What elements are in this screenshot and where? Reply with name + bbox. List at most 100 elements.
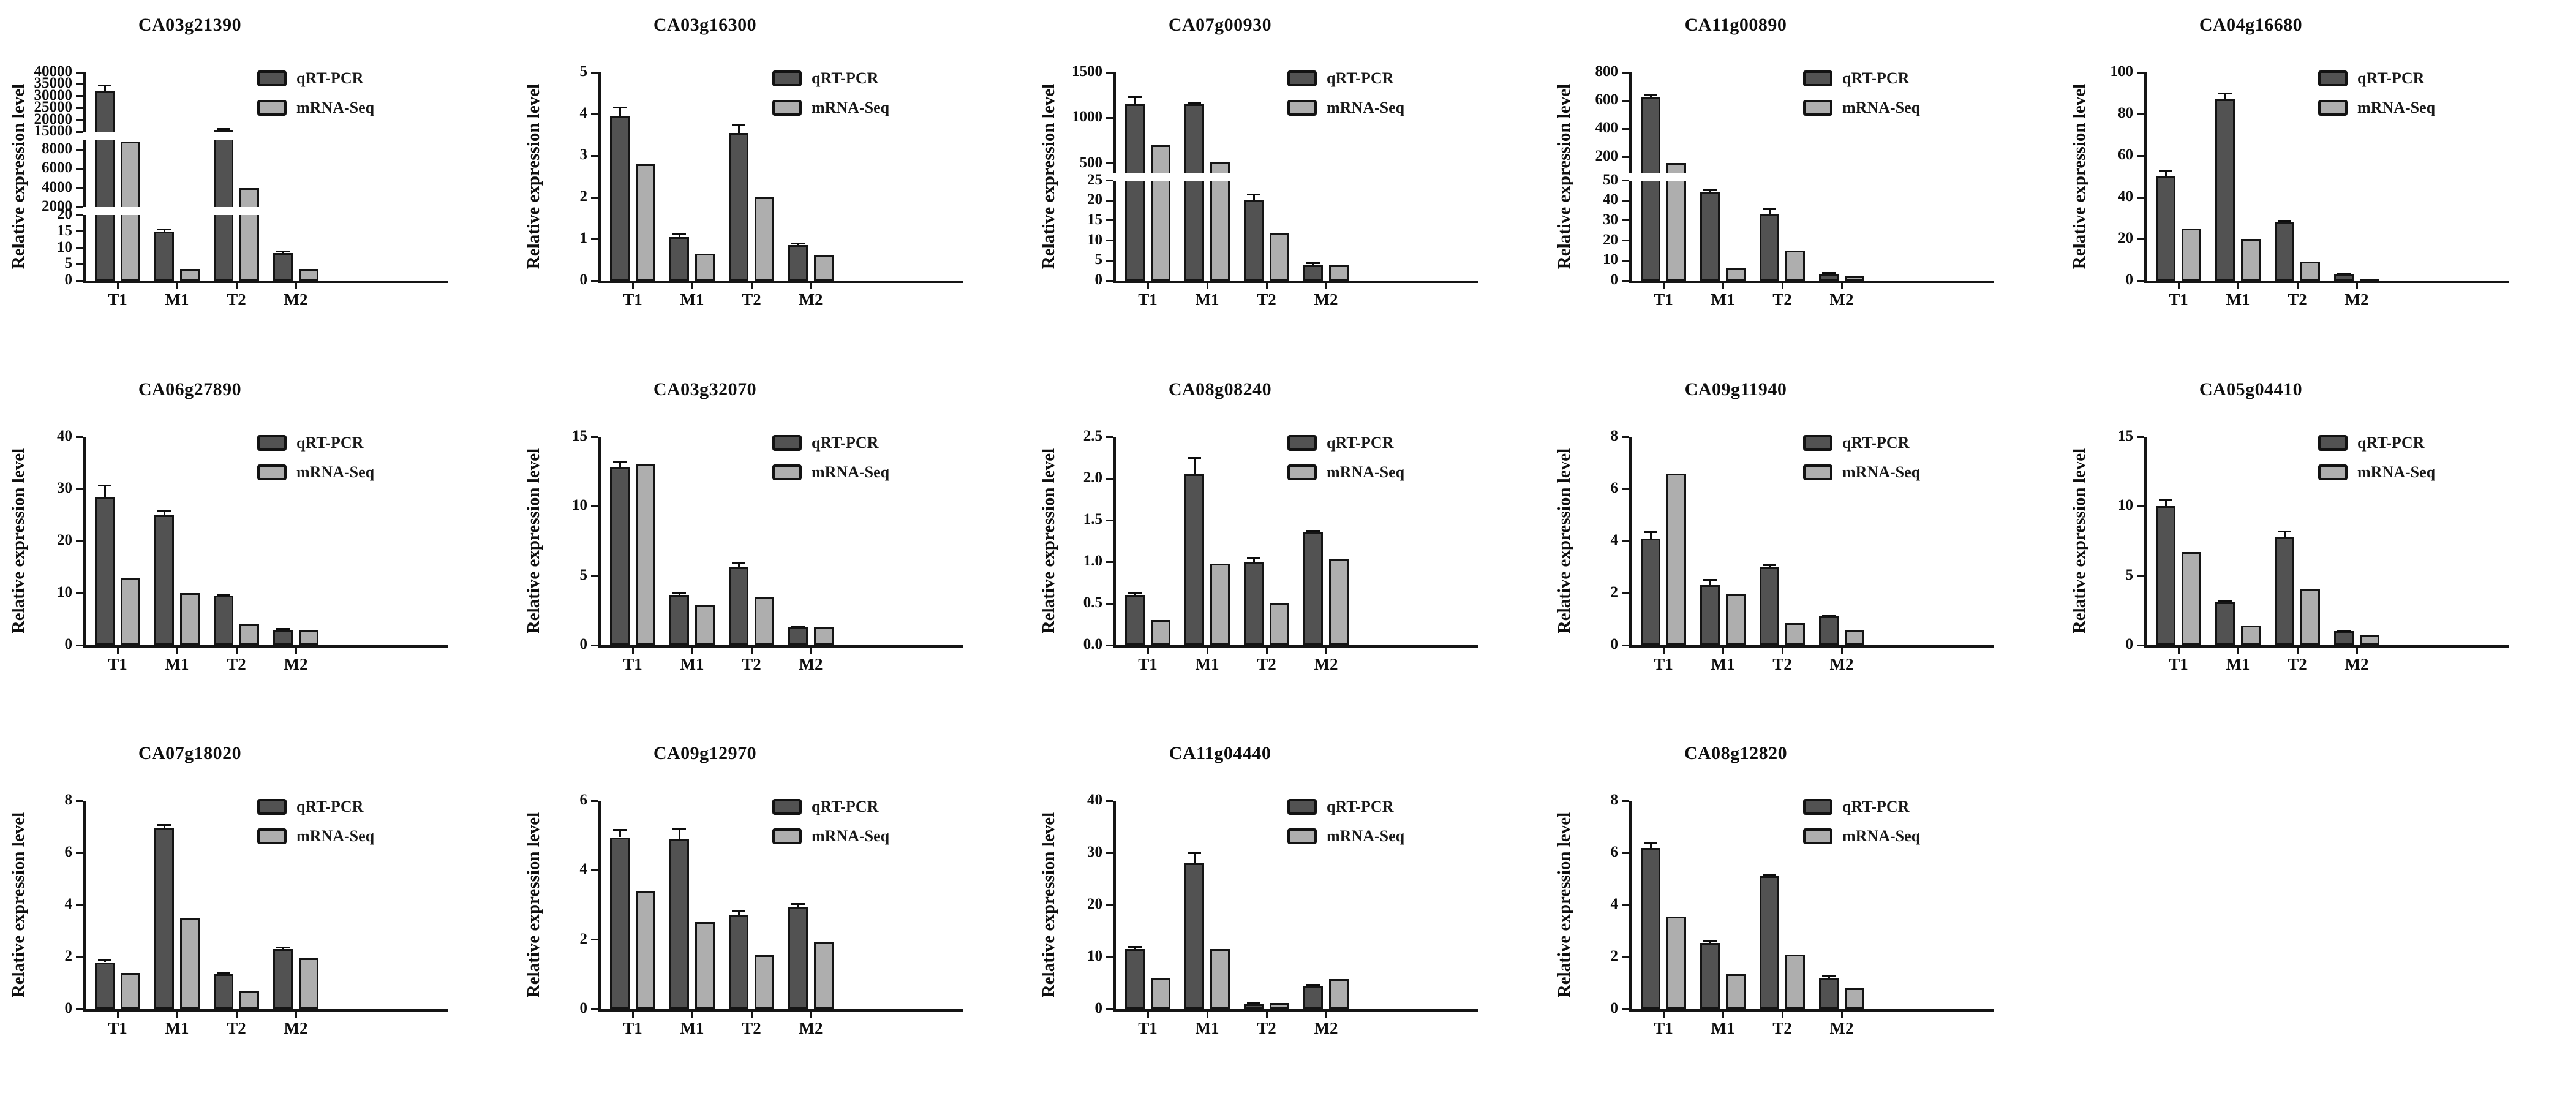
bar-qrt-pcr [1184,104,1204,281]
bar-mrna-seq [239,187,259,281]
y-tick-label: 5 [1094,251,1103,268]
x-tick-label: T1 [1138,290,1158,309]
y-tick-label: 2.5 [1083,428,1102,444]
y-tick-label: 30 [1603,211,1618,228]
y-tick [2137,113,2144,115]
y-tick-label: 10 [1603,251,1618,268]
x-axis [1113,281,1478,283]
y-tick [591,71,598,74]
y-tick [1106,162,1113,165]
error-bar-cap [672,827,686,830]
y-tick-label: 40 [57,428,72,444]
y-tick [591,154,598,157]
error-bar-cap [791,625,805,627]
y-tick [1622,540,1629,542]
y-tick [1622,71,1629,74]
bar-qrt-pcr [154,231,174,281]
legend-swatch-qrt-pcr [257,799,287,815]
error-bar-cap [732,562,745,564]
x-tick [1781,1012,1783,1018]
legend-label: mRNA-Seq [296,463,375,481]
x-tick-label: T1 [1138,1019,1158,1037]
x-tick [116,283,119,289]
x-tick [1781,283,1783,289]
error-bar-cap [1128,96,1142,99]
y-tick-label: 20000 [34,110,73,127]
y-tick [2137,154,2144,157]
error-bar [1709,190,1711,193]
legend-swatch-mrna-seq [1803,100,1832,116]
y-tick-label: 2 [579,188,588,205]
y-axis [83,801,86,1009]
x-tick [691,1012,693,1018]
y-tick [1106,219,1113,222]
x-tick [691,283,693,289]
y-tick [1622,956,1629,958]
y-tick [76,904,83,906]
bar-mrna-seq [239,991,259,1009]
x-tick-label: M1 [165,1019,189,1037]
y-tick [1106,279,1113,282]
y-tick [2137,644,2144,646]
bar-mrna-seq [755,596,774,645]
error-bar-cap [2337,629,2351,632]
legend-label: mRNA-Seq [2357,99,2436,116]
bar-mrna-seq [636,464,655,645]
bar-qrt-pcr [273,252,293,281]
y-tick-label: 0 [1610,1000,1619,1016]
legend-label: qRT-PCR [812,69,879,87]
y-tick [76,263,83,265]
bar-qrt-pcr [1184,863,1204,1009]
chart-title: CA05g04410 [2199,379,2303,399]
y-tick [76,800,83,802]
x-tick [1325,283,1327,289]
chart-title: CA03g32070 [653,379,757,399]
legend-label: mRNA-Seq [1327,99,1405,116]
x-tick-label: M2 [799,1019,823,1037]
error-bar [1649,95,1652,98]
y-tick-label: 500 [1079,154,1103,171]
error-bar-cap [276,250,290,252]
y-tick [591,113,598,115]
bar-mrna-seq [2182,229,2201,281]
y-tick-label: 200 [1595,148,1619,165]
legend-item: mRNA-Seq [1287,96,1404,120]
y-tick [1106,852,1113,854]
chart-panel-CA08g12820: CA08g12820 Relative expression level 0 2 4 6 8… [1546,728,2061,1093]
y-tick [76,148,83,151]
error-bar [1193,458,1196,475]
bar-qrt-pcr [273,629,293,645]
y-tick [2137,238,2144,240]
legend: qRT-PCR mRNA-Seq [1287,795,1404,853]
legend-item: mRNA-Seq [1803,460,1920,485]
chart-title: CA08g08240 [1168,379,1272,399]
y-tick-label: 2 [579,930,588,947]
y-tick-label: 1000 [1072,108,1102,126]
bar-qrt-pcr [1125,104,1145,281]
y-axis [83,437,86,645]
y-tick [76,956,83,958]
y-axis [83,72,86,132]
x-tick [1662,283,1665,289]
error-bar-cap [672,233,686,236]
axis-break-gap [1116,172,1478,181]
error-bar-cap [1188,852,1201,854]
y-tick [591,1008,598,1010]
error-bar-cap [732,124,745,126]
x-axis [598,645,963,648]
bar-qrt-pcr [2334,274,2354,281]
x-tick-label: T1 [623,655,642,673]
error-bar-cap [157,229,171,231]
y-tick [1622,592,1629,594]
y-axis [1113,437,1116,645]
x-tick [176,648,178,654]
y-tick [591,800,598,802]
legend-label: qRT-PCR [812,434,879,452]
y-tick-label: 0 [64,1000,73,1016]
legend-swatch-mrna-seq [1287,464,1317,480]
legend-item: mRNA-Seq [1803,824,1920,849]
error-bar-cap [1822,975,1836,978]
legend-swatch-qrt-pcr [2318,435,2348,451]
legend-swatch-qrt-pcr [772,435,802,451]
x-axis [1629,281,1994,283]
